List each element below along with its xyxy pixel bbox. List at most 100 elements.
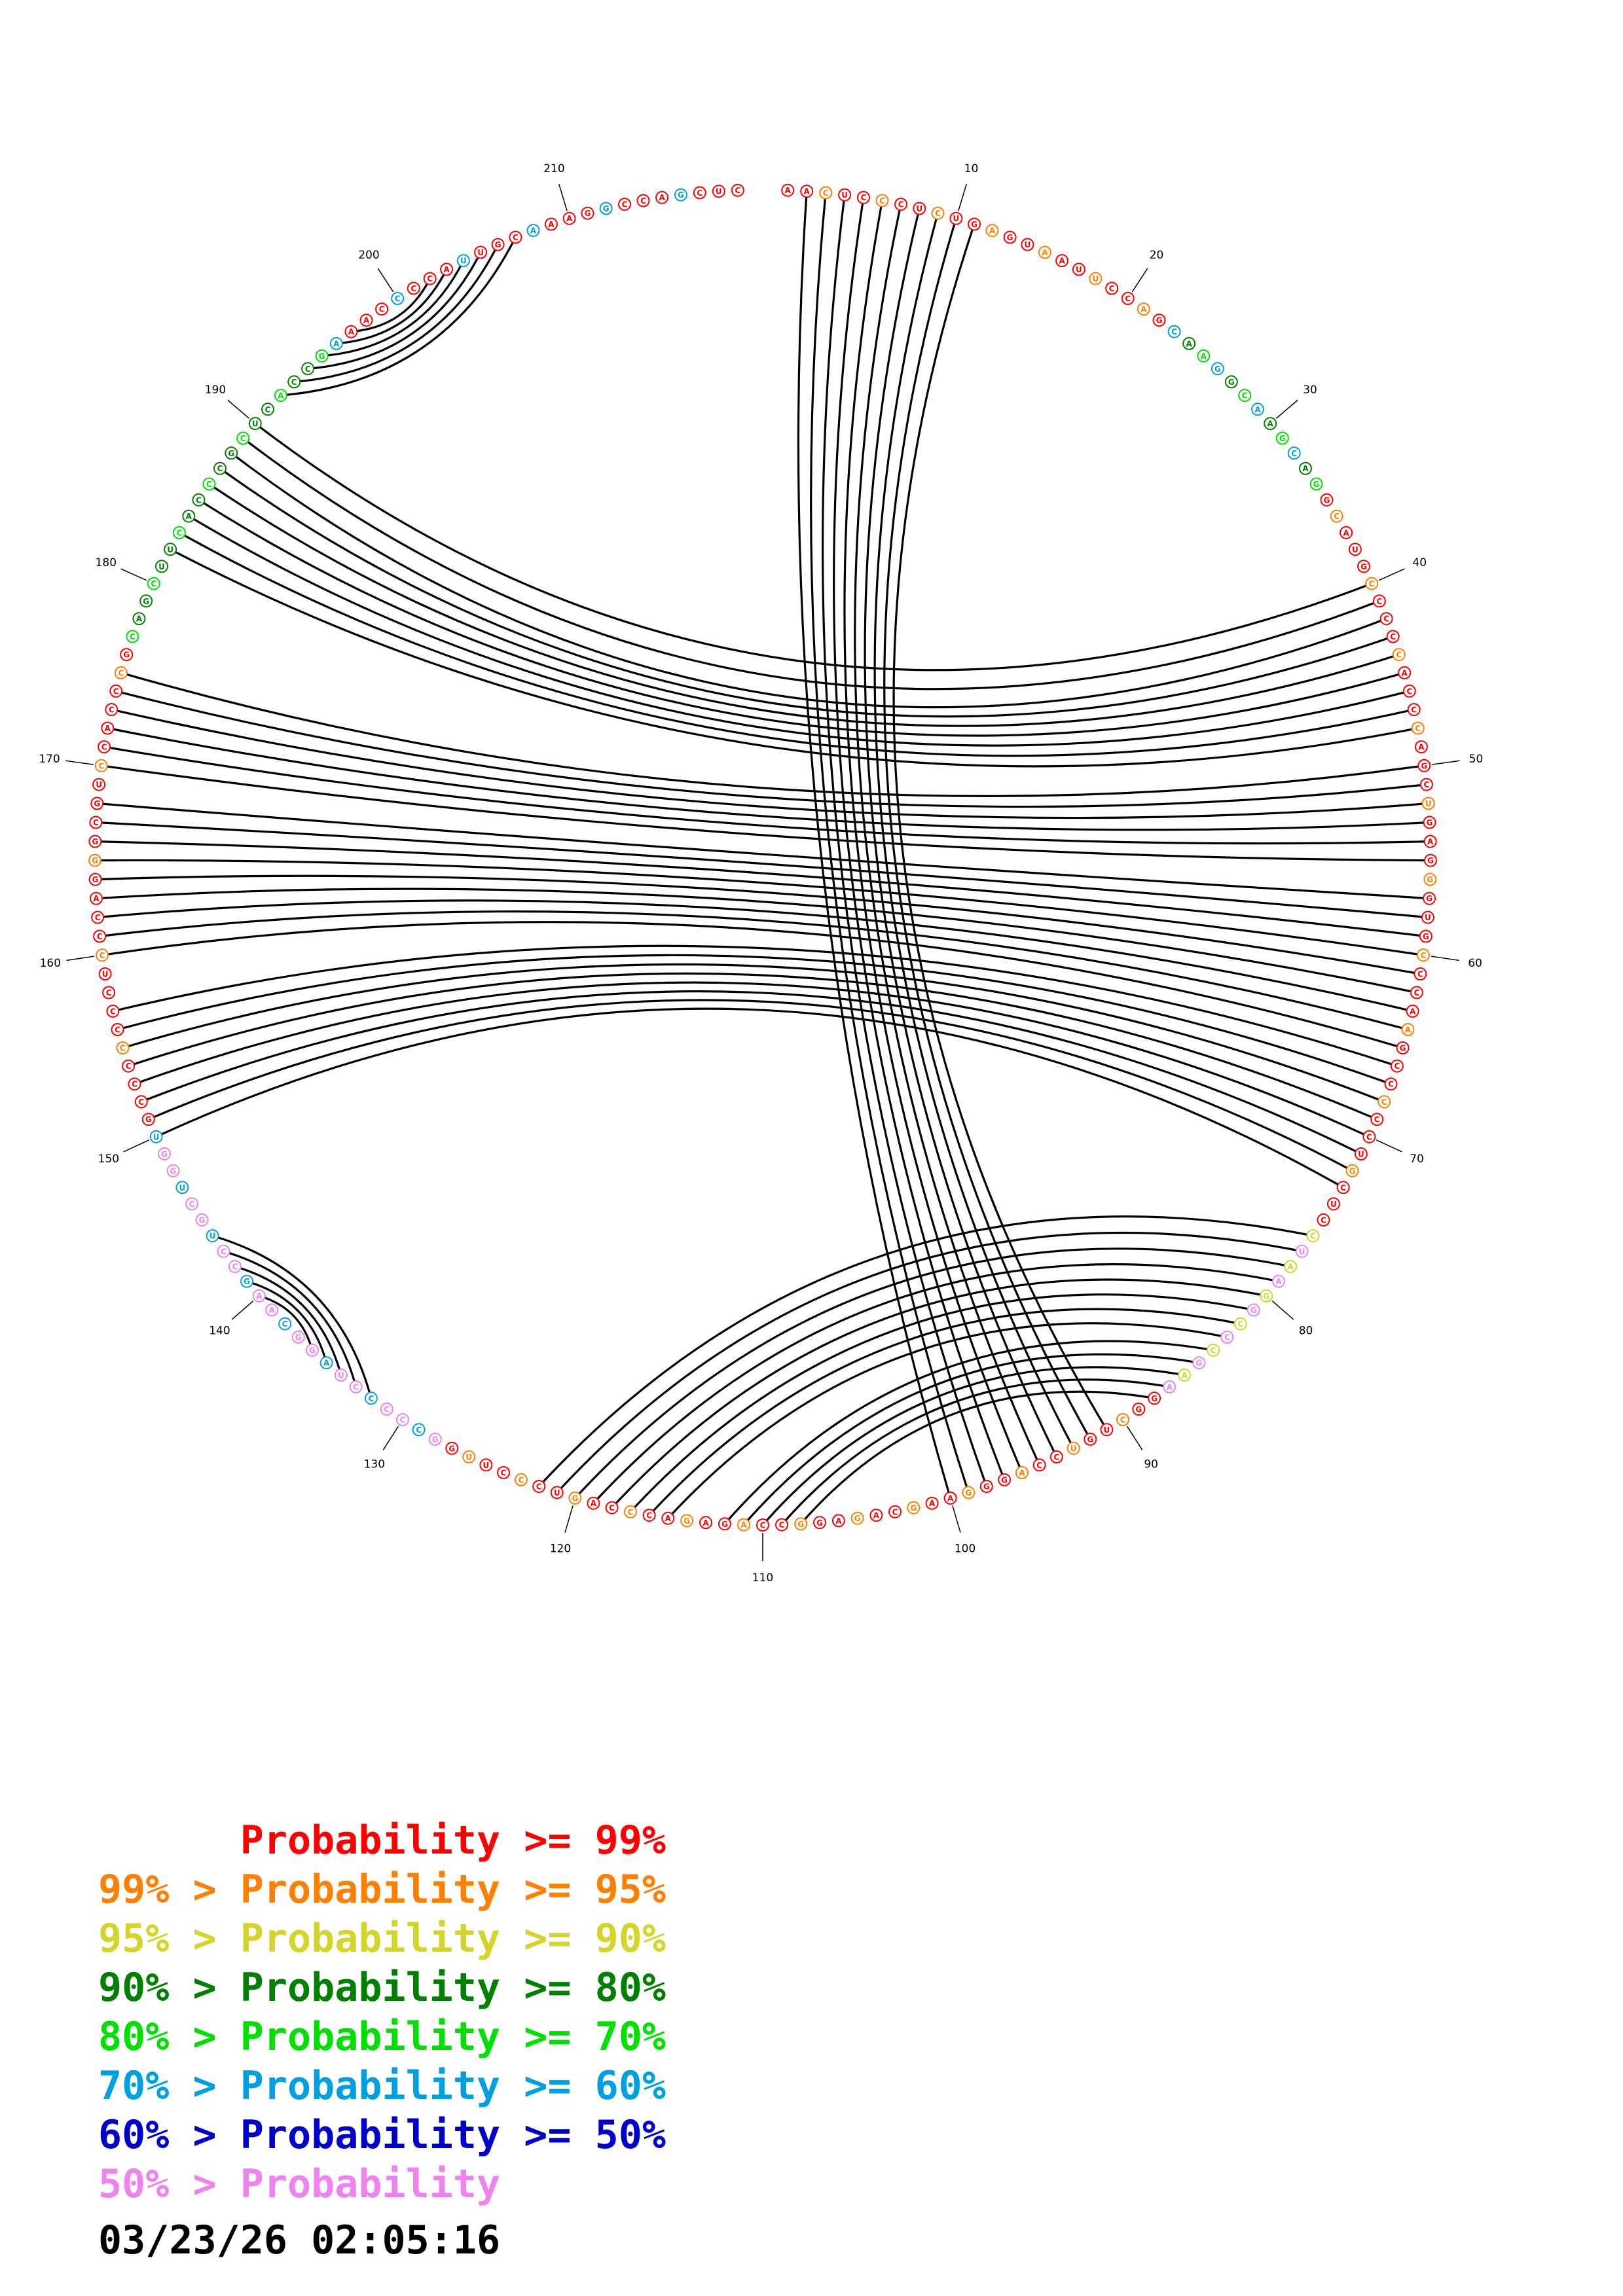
nucleotide-letter: C [640,196,646,206]
nucleotide: C [1167,325,1181,338]
nucleotide-letter: U [1299,1247,1305,1256]
nucleotide-circle [655,190,669,204]
nucleotide: C [1365,577,1379,590]
nucleotide: G [1309,477,1323,491]
nucleotide: G [166,1164,180,1177]
nucleotide-circle [111,1023,124,1036]
nucleotide-circle [120,648,134,662]
nucleotide-circle [1390,1059,1404,1073]
nucleotide-letter: U [1104,1426,1110,1435]
nucleotide-letter: C [1415,724,1421,733]
nucleotide: C [192,493,206,507]
nucleotide-letter: G [1151,1394,1158,1403]
nucleotide-circle [344,325,358,338]
nucleotide-letter: C [1411,706,1417,715]
nucleotide-circle [1089,272,1103,285]
nucleotide-letter: C [95,913,101,922]
nucleotide: C [856,190,870,204]
nucleotide-circle [319,1356,333,1370]
nucleotide-letter: A [363,316,370,325]
legend-row: 70% > Probability >= 60% [98,2062,666,2111]
nucleotide: C [1049,1450,1063,1463]
nucleotide: G [225,446,238,460]
nucleotide-circle [693,186,706,200]
nucleotide-letter: A [1254,405,1261,414]
nucleotide: G [1424,853,1437,867]
nucleotide-letter: C [97,932,103,941]
index-label: 80 [1299,1324,1313,1337]
nucleotide-circle [962,1486,976,1499]
nucleotide: A [1340,526,1353,539]
nucleotide-circle [1340,526,1353,539]
nucleotide-letter: U [1092,274,1099,283]
pair-arc [864,208,1058,1458]
nucleotide: C [1413,967,1427,980]
index-tick [123,1139,149,1153]
circle-plot: 10 20 30 40 50 60 70 80 90 100 110 120 130 140 150 160 1… [39,162,1484,1585]
nucleotide-circle [794,1517,808,1531]
pair-arc [629,1293,1254,1513]
nucleotide-letter: C [1413,988,1419,997]
index-tick [382,1426,399,1450]
nucleotide-letter: C [400,1416,406,1425]
nucleotide: C [1402,684,1416,698]
nucleotide-circle [301,362,315,376]
pair-arc [336,268,448,345]
nucleotide-letter: A [1343,528,1349,537]
nucleotide-circle [206,1229,219,1243]
nucleotide-circle [831,1514,845,1528]
nucleotide-letter: G [1427,875,1433,884]
index-label: 50 [1469,753,1484,766]
nucleotide-letter: G [199,1215,206,1225]
nucleotide: C [1238,389,1252,403]
nucleotide-circle [913,202,926,215]
nucleotide-circle [407,281,420,295]
nucleotide-letter: G [1423,932,1429,941]
nucleotide-letter: A [1267,420,1274,429]
nucleotide: U [149,1130,163,1143]
nucleotide-circle [128,1077,141,1091]
nucleotide-circle [93,929,107,943]
nucleotide-letter: C [518,1475,524,1484]
nucleotide-circle [888,1505,902,1518]
nucleotide-circle [1182,336,1196,350]
nucleotide-letter: A [1019,1469,1025,1478]
pair-arc [95,874,1421,975]
nucleotide: G [1084,1432,1097,1446]
pair-arc [667,1322,1228,1519]
nucleotide: C [756,1518,769,1532]
nucleotide: U [474,245,488,259]
nucleotide-circle [1326,1197,1340,1211]
nucleotide-circle [423,272,437,285]
nucleotide-circle [195,1213,209,1227]
nucleotide-letter: C [109,706,115,715]
nucleotide-letter: A [1410,1007,1416,1016]
nucleotide: A [319,1356,333,1370]
nucleotide-circle [349,1380,363,1393]
nucleotide-circle [92,778,106,791]
nucleotide-circle [1392,648,1406,662]
nucleotide-circle [1370,1113,1384,1126]
nucleotide-letter: G [1001,1475,1008,1484]
nucleotide: A [440,262,454,276]
nucleotide-letter: G [244,1277,250,1286]
pair-arc [307,251,482,370]
nucleotide-letter: C [1406,687,1412,696]
index-tick [958,183,968,211]
index-label: 70 [1410,1153,1424,1166]
nucleotide: U [248,417,262,431]
nucleotide-circle [305,1343,319,1357]
index-label: 30 [1303,384,1317,397]
nucleotide-letter: G [983,1482,990,1492]
nucleotide-letter: G [572,1494,578,1503]
nucleotide-letter: A [1201,351,1207,361]
nucleotide-letter: A [1042,248,1048,257]
nucleotide: C [1306,1229,1320,1243]
nucleotide-circle [445,1441,459,1455]
legend-label: Probability >= 95% [240,1867,666,1912]
index-label: 190 [205,384,226,397]
nucleotide: C [1386,630,1400,643]
nucleotide-letter: C [305,365,311,374]
nucleotide-circle [1423,872,1437,886]
nucleotide-letter: C [120,1044,126,1053]
